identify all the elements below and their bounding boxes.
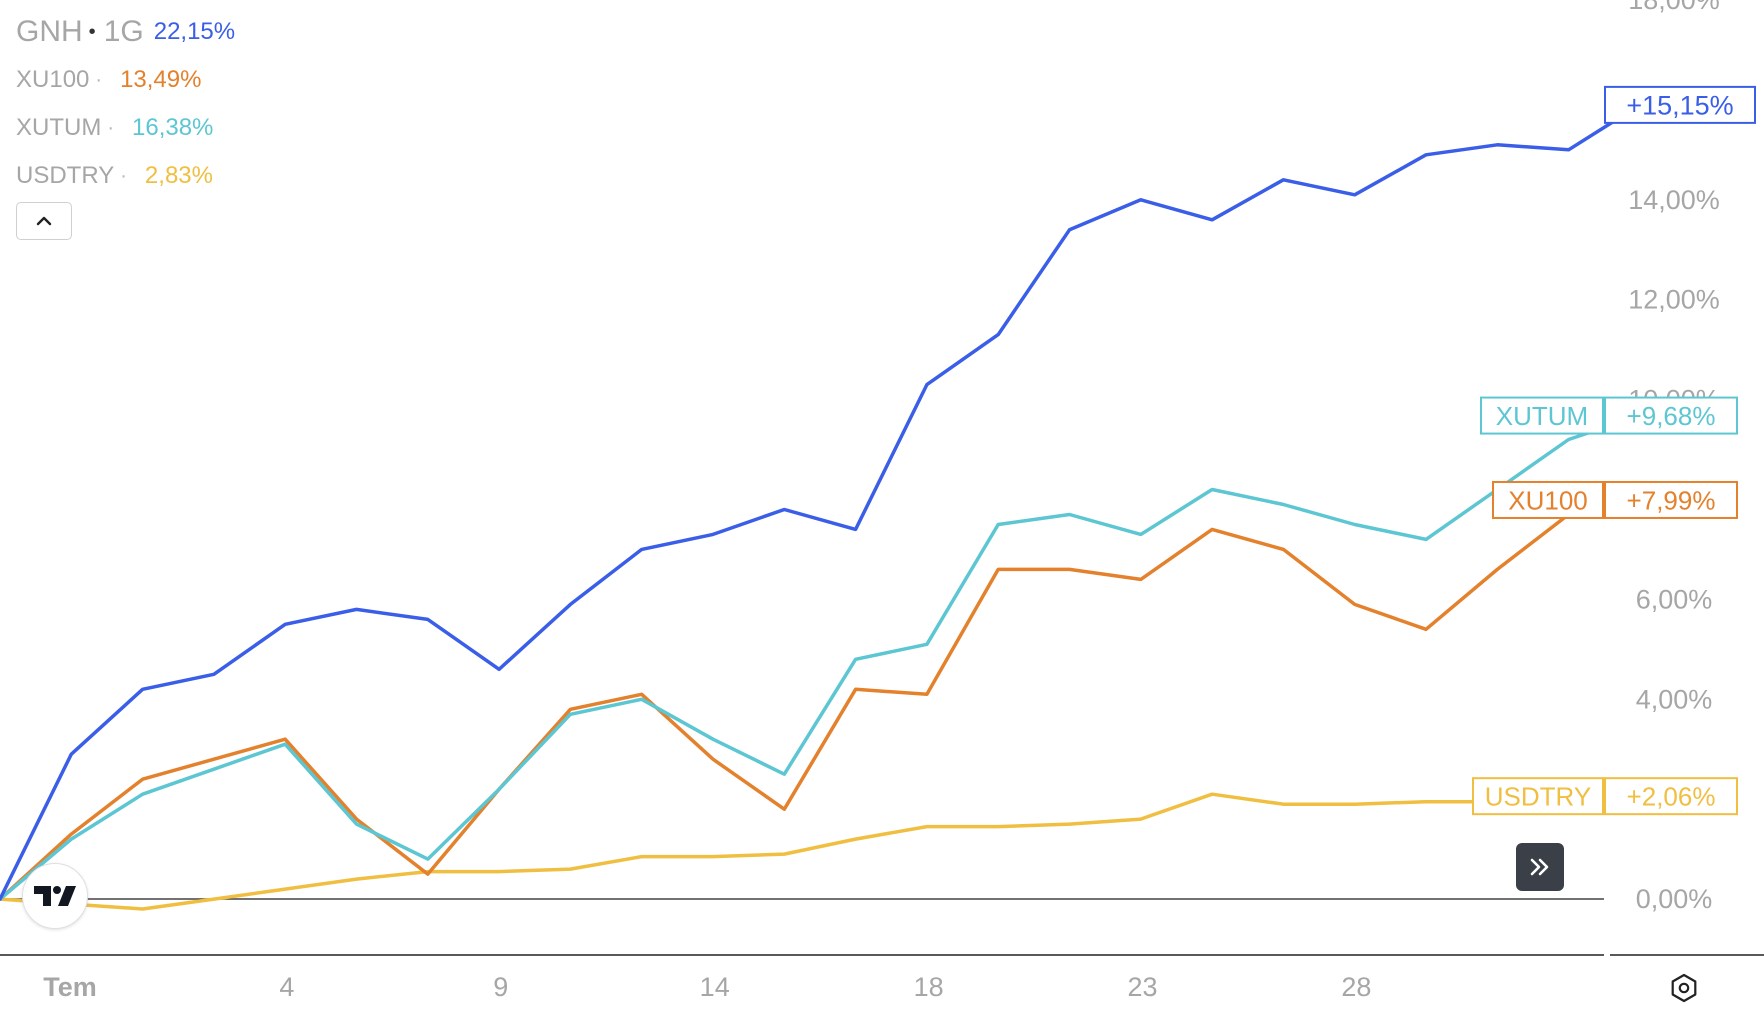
y-tick-label: 0,00% (1636, 884, 1713, 914)
legend-symbol[interactable]: USDTRY (16, 162, 115, 189)
chart-legend: GNH • 1G 22,15% XU100 · 13,49% XUTUM · 1… (16, 8, 235, 200)
series-name-tag-xutum (1480, 396, 1604, 435)
last-value-box-xutum (1604, 396, 1738, 435)
legend-value: 2,83% (144, 162, 213, 189)
chevron-up-icon (36, 216, 52, 226)
legend-symbol[interactable]: XUTUM (16, 114, 102, 141)
x-tick-label: 9 (493, 972, 508, 1002)
legend-separator: • (88, 20, 96, 43)
x-tick-label: 23 (1127, 972, 1157, 1002)
last-value-box-usdtry (1604, 777, 1738, 816)
scroll-to-latest-button[interactable] (1516, 843, 1564, 891)
legend-value: 22,15% (153, 18, 236, 45)
series-line-xu100[interactable] (0, 498, 1642, 901)
axis-corner-gap (1604, 950, 1610, 960)
last-value-label-gnh: +15,15% (1626, 91, 1733, 121)
last-value-label-xu100: +7,99% (1627, 485, 1716, 515)
last-value-label-usdtry: +2,06% (1627, 782, 1716, 812)
settings-hexagon-icon (1671, 973, 1697, 1003)
series-name-tag-usdtry (1472, 777, 1604, 816)
legend-symbol[interactable]: GNH (16, 15, 83, 48)
series-line-xutum[interactable] (0, 413, 1642, 901)
y-tick-label: 18,00% (1628, 0, 1720, 15)
x-tick-label: 18 (914, 972, 944, 1002)
legend-symbol[interactable]: XU100 (16, 66, 90, 93)
legend-row-gnh[interactable]: GNH • 1G 22,15% (16, 8, 235, 56)
series-name-tag-xu100 (1492, 480, 1604, 519)
y-tick-label: 6,00% (1636, 584, 1713, 614)
series-name-label-xutum: XUTUM (1496, 401, 1588, 431)
y-tick-label: 14,00% (1628, 185, 1720, 215)
x-tick-label: 4 (279, 972, 294, 1002)
tradingview-logo[interactable] (22, 863, 88, 929)
legend-row-xu100[interactable]: XU100 · 13,49% (16, 56, 235, 104)
double-chevron-right-icon (1530, 858, 1549, 876)
last-value-box-gnh (1604, 85, 1756, 124)
last-value-box-xu100 (1604, 480, 1738, 519)
legend-collapse-button[interactable] (16, 202, 72, 240)
series-line-usdtry[interactable] (0, 792, 1642, 911)
x-tick-label: Tem (43, 972, 97, 1002)
legend-separator: · (107, 116, 114, 139)
series-line-gnh[interactable] (0, 103, 1642, 901)
legend-separator: · (120, 164, 127, 187)
legend-value: 13,49% (120, 66, 202, 93)
last-value-label-xutum: +9,68% (1627, 401, 1716, 431)
chart-settings-button[interactable] (1666, 970, 1702, 1006)
series-name-label-usdtry: USDTRY (1485, 782, 1591, 812)
legend-interval[interactable]: 1G (103, 15, 144, 48)
tradingview-logo-icon (34, 886, 76, 906)
legend-separator: · (95, 68, 103, 91)
y-tick-label: 12,00% (1628, 285, 1720, 315)
x-tick-label: 14 (700, 972, 730, 1002)
y-tick-label: 4,00% (1636, 684, 1713, 714)
legend-row-usdtry[interactable]: USDTRY · 2,83% (16, 152, 235, 200)
series-name-label-xu100: XU100 (1508, 485, 1588, 515)
x-tick-label: 28 (1341, 972, 1371, 1002)
legend-row-xutum[interactable]: XUTUM · 16,38% (16, 104, 235, 152)
legend-value: 16,38% (132, 114, 214, 141)
